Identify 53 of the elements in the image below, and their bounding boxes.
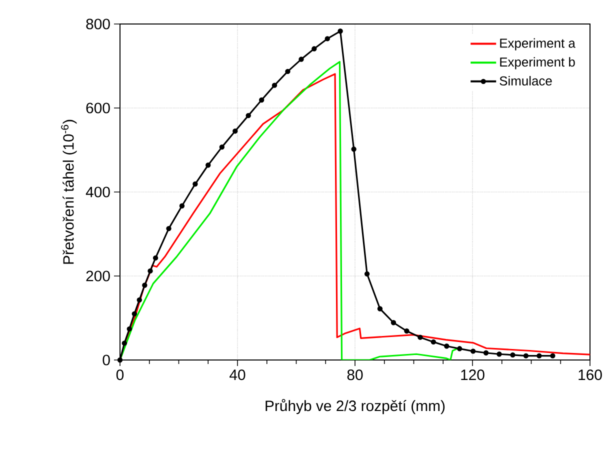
x-tick-label: 120: [461, 370, 484, 380]
point: [258, 97, 264, 103]
point: [152, 255, 158, 261]
point: [285, 68, 290, 74]
y-tick-label: 0: [102, 354, 110, 366]
point: [550, 353, 556, 358]
point: [246, 112, 251, 118]
point: [142, 282, 148, 288]
point: [351, 146, 356, 152]
point: [206, 162, 211, 168]
point: [148, 268, 153, 274]
point: [298, 56, 304, 62]
point: [536, 353, 542, 358]
legend-label: Simulace: [500, 76, 552, 86]
y-tick-label: 600: [86, 102, 110, 114]
point: [122, 340, 128, 346]
point: [496, 352, 502, 357]
legend-label: Experiment a: [500, 38, 576, 50]
point: [364, 271, 370, 276]
point: [390, 320, 396, 326]
x-axis-title: Průhyb ve 2/3 rozpětí (mm): [266, 398, 445, 414]
point: [523, 353, 529, 358]
point: [232, 128, 238, 134]
x-tick-label: 40: [230, 370, 246, 380]
point: [126, 326, 132, 332]
y-tick-label: 200: [86, 270, 110, 282]
point: [430, 339, 436, 345]
point: [456, 346, 462, 352]
y-axis-title: Přetvoření táhel (10$^{-6}$): [61, 120, 77, 264]
point: [338, 28, 343, 34]
point: [219, 144, 225, 150]
legend-label: Experiment b: [500, 57, 575, 70]
point: [418, 334, 423, 340]
point: [132, 311, 137, 316]
y-tick-label: 800: [86, 18, 110, 30]
point: [470, 348, 476, 354]
point: [377, 306, 383, 312]
point: [324, 36, 330, 42]
y-tick-label: 400: [86, 186, 110, 198]
x-tick-label: 0: [116, 370, 124, 380]
point: [483, 350, 489, 356]
point: [179, 203, 185, 208]
point: [136, 297, 142, 303]
x-tick-label: 160: [578, 370, 602, 380]
point: [444, 344, 450, 349]
point: [117, 357, 123, 363]
point: [272, 82, 278, 88]
point: [166, 226, 172, 232]
point: [312, 46, 317, 52]
point: [510, 352, 516, 358]
point: [404, 328, 410, 334]
point: [192, 181, 198, 187]
x-tick-label: 80: [347, 370, 363, 380]
